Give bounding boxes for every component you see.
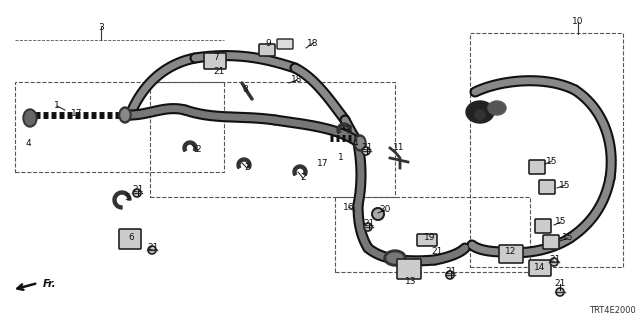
- Wedge shape: [337, 123, 351, 133]
- Text: 15: 15: [556, 218, 567, 227]
- Text: 15: 15: [547, 156, 557, 165]
- Text: 7: 7: [213, 53, 219, 62]
- Text: 21: 21: [549, 254, 561, 263]
- Ellipse shape: [23, 109, 37, 127]
- Text: 4: 4: [25, 139, 31, 148]
- FancyBboxPatch shape: [529, 260, 551, 276]
- Circle shape: [362, 147, 370, 155]
- Text: 1: 1: [54, 101, 60, 110]
- Ellipse shape: [387, 253, 403, 263]
- Text: 21: 21: [554, 279, 566, 289]
- Text: 1: 1: [338, 153, 344, 162]
- Wedge shape: [113, 191, 131, 209]
- Wedge shape: [183, 141, 197, 151]
- FancyBboxPatch shape: [277, 39, 293, 49]
- Text: 10: 10: [572, 18, 584, 27]
- Text: 19: 19: [424, 234, 436, 243]
- Text: 20: 20: [380, 205, 390, 214]
- Text: Fr.: Fr.: [43, 279, 56, 289]
- Bar: [335, 197, 530, 272]
- FancyBboxPatch shape: [417, 234, 437, 246]
- Circle shape: [556, 288, 564, 296]
- Ellipse shape: [354, 135, 366, 151]
- FancyBboxPatch shape: [119, 229, 141, 249]
- Text: TRT4E2000: TRT4E2000: [589, 306, 636, 315]
- Text: 3: 3: [98, 22, 104, 31]
- Text: 21: 21: [445, 268, 457, 276]
- Circle shape: [550, 258, 558, 266]
- Text: 6: 6: [128, 233, 134, 242]
- FancyBboxPatch shape: [529, 160, 545, 174]
- FancyBboxPatch shape: [535, 219, 551, 233]
- Text: 21: 21: [147, 243, 159, 252]
- Text: 15: 15: [559, 180, 571, 189]
- Bar: [470, 33, 623, 267]
- Text: 5: 5: [124, 193, 130, 202]
- Text: 16: 16: [343, 203, 355, 212]
- Ellipse shape: [488, 101, 506, 115]
- Bar: [150, 82, 395, 197]
- Text: 21: 21: [364, 220, 374, 228]
- Text: 11: 11: [393, 143, 404, 153]
- FancyBboxPatch shape: [397, 259, 421, 279]
- FancyBboxPatch shape: [204, 53, 226, 69]
- FancyBboxPatch shape: [499, 245, 523, 263]
- Text: 9: 9: [265, 38, 271, 47]
- Text: 21: 21: [431, 247, 443, 257]
- Circle shape: [364, 223, 372, 231]
- Text: 15: 15: [563, 234, 573, 243]
- FancyBboxPatch shape: [259, 44, 275, 56]
- Text: 2: 2: [346, 125, 352, 134]
- Text: 21: 21: [132, 186, 144, 195]
- Ellipse shape: [356, 138, 364, 148]
- Circle shape: [446, 271, 454, 279]
- Ellipse shape: [384, 250, 406, 266]
- FancyBboxPatch shape: [543, 235, 559, 249]
- Text: 8: 8: [242, 85, 248, 94]
- Ellipse shape: [119, 107, 131, 123]
- FancyBboxPatch shape: [539, 180, 555, 194]
- Text: 13: 13: [405, 277, 417, 286]
- Ellipse shape: [25, 111, 35, 125]
- Text: 21: 21: [213, 68, 225, 76]
- Text: 18: 18: [307, 38, 319, 47]
- Ellipse shape: [475, 110, 485, 120]
- Text: 2: 2: [244, 164, 250, 172]
- Text: 2: 2: [195, 146, 201, 155]
- Text: 2: 2: [300, 173, 306, 182]
- Ellipse shape: [466, 101, 494, 123]
- Text: 17: 17: [71, 108, 83, 117]
- Circle shape: [133, 189, 141, 197]
- Wedge shape: [293, 165, 307, 175]
- Text: 14: 14: [534, 262, 546, 271]
- Circle shape: [148, 246, 156, 254]
- Text: 21: 21: [362, 143, 372, 153]
- Text: 12: 12: [506, 247, 516, 257]
- Text: 4: 4: [352, 139, 358, 148]
- Bar: [15, 82, 224, 172]
- Text: 17: 17: [317, 158, 329, 167]
- Text: 18: 18: [291, 76, 303, 84]
- Wedge shape: [237, 158, 251, 169]
- Ellipse shape: [121, 109, 129, 121]
- Circle shape: [372, 208, 384, 220]
